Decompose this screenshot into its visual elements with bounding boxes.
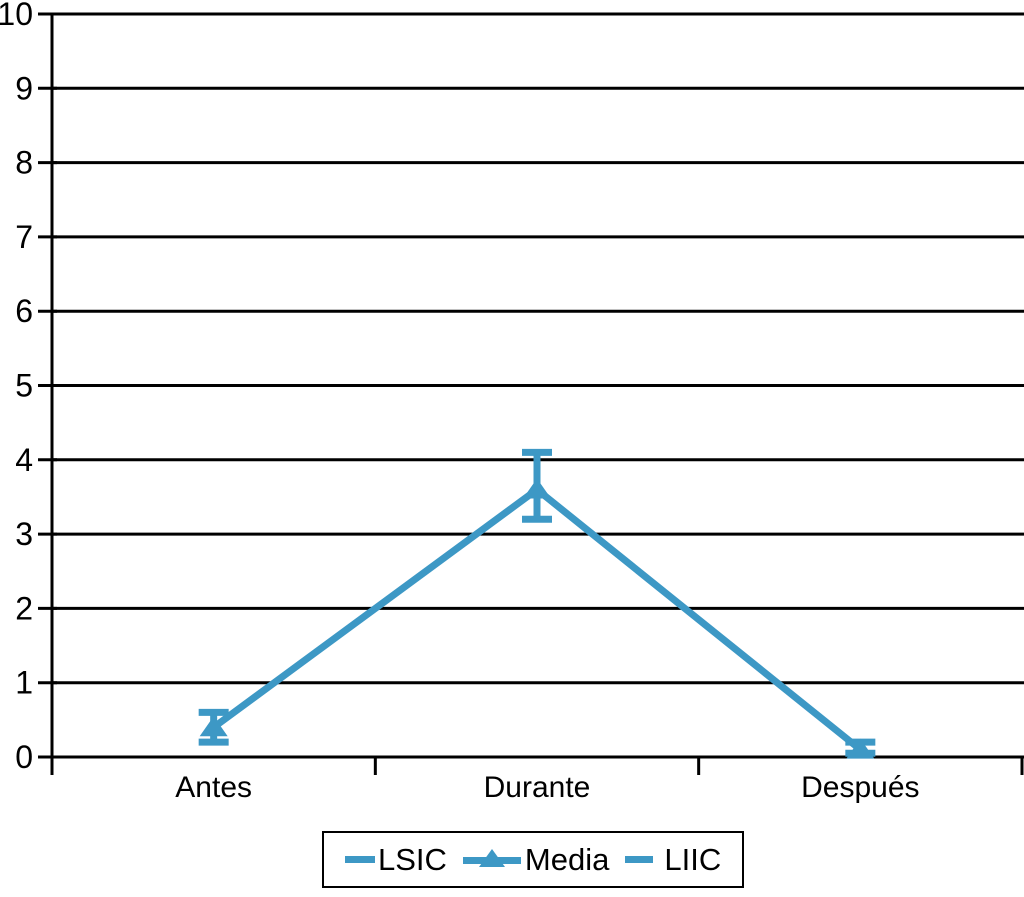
y-tick-label: 7 [15, 219, 33, 255]
y-tick-label: 3 [15, 516, 33, 552]
chart-legend: LSIC Media LIIC [322, 831, 745, 888]
legend-label-liic: LIIC [664, 841, 722, 877]
x-category-label: Antes [175, 771, 252, 804]
legend-label-lsic: LSIC [378, 841, 447, 877]
media-marker [846, 738, 875, 759]
legend-item-lsic: LSIC [345, 842, 447, 878]
y-tick-label: 0 [15, 739, 33, 775]
y-tick-label: 9 [15, 70, 33, 106]
liic-line-swatch-icon [625, 856, 654, 863]
y-tick-label: 6 [15, 293, 33, 329]
legend-label-media: Media [524, 841, 610, 877]
y-tick-label: 2 [15, 590, 33, 626]
y-tick-label: 1 [15, 665, 33, 701]
media-marker-swatch-icon [462, 848, 521, 871]
media-line [211, 485, 863, 753]
y-tick-label: 5 [15, 368, 33, 404]
media-marker [199, 716, 228, 737]
y-tick-label: 4 [15, 442, 33, 478]
x-category-label: Durante [484, 771, 591, 804]
y-tick-label: 8 [15, 145, 33, 181]
media-triangle-icon [478, 848, 505, 867]
y-tick-label: 10 [0, 0, 33, 32]
legend-item-media: Media [462, 841, 610, 878]
legend-item-liic: LIIC [625, 842, 721, 878]
media-marker [523, 478, 551, 499]
lsic-line-swatch-icon [345, 856, 375, 863]
x-category-label: Después [801, 771, 919, 804]
